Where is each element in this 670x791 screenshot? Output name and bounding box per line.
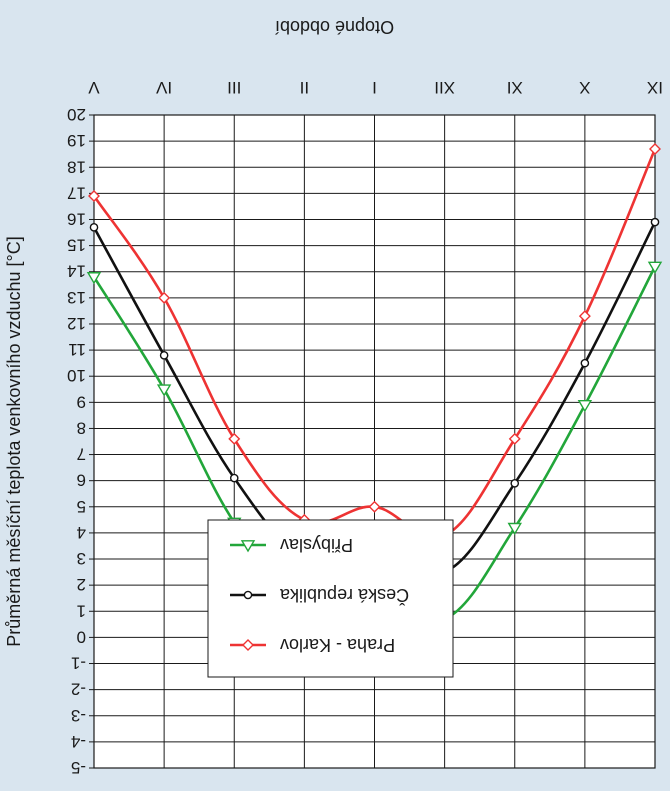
y-tick-label: 13 bbox=[67, 288, 86, 307]
data-point-marker bbox=[647, 261, 663, 274]
plot-border bbox=[93, 114, 656, 769]
y-tick-label: -5 bbox=[71, 758, 86, 777]
legend-item: Česká republika bbox=[230, 585, 409, 606]
legend-label: Přibyslav bbox=[280, 535, 353, 555]
data-point-marker bbox=[240, 540, 256, 553]
y-tick-label: 17 bbox=[67, 183, 86, 202]
x-tick-label: I bbox=[372, 78, 377, 97]
data-point-marker bbox=[86, 272, 102, 285]
y-axis-label: Průměrná měsíční teplota venkovního vzdu… bbox=[4, 236, 24, 646]
y-tick-label: 2 bbox=[77, 575, 86, 594]
data-point-marker bbox=[507, 522, 522, 536]
y-tick-label: 11 bbox=[68, 340, 86, 359]
y-tick-label: 19 bbox=[67, 131, 86, 150]
y-tick-label: 4 bbox=[77, 523, 86, 542]
chart-title: Otopné období bbox=[275, 17, 394, 37]
y-tick-label: -1 bbox=[71, 654, 86, 673]
x-tick-label: XII bbox=[434, 78, 455, 97]
x-tick-label: X bbox=[579, 78, 590, 97]
chart-rotated-group: -5-4-3-2-1012345678910111213141516171819… bbox=[4, 17, 663, 777]
data-point-marker bbox=[156, 384, 172, 397]
data-point-marker bbox=[649, 142, 661, 155]
y-tick-label: 3 bbox=[77, 549, 86, 568]
y-tick-label: 15 bbox=[67, 236, 86, 255]
legend-label: Česká republika bbox=[279, 585, 409, 606]
x-tick-label: II bbox=[300, 78, 309, 97]
y-tick-label: 14 bbox=[67, 262, 86, 281]
data-point-marker bbox=[159, 351, 169, 360]
y-tick-label: 12 bbox=[67, 314, 86, 333]
y-tick-label: 8 bbox=[77, 418, 86, 437]
data-point-marker bbox=[243, 590, 253, 600]
data-point-marker bbox=[510, 478, 520, 488]
x-tick-label: XI bbox=[507, 78, 523, 97]
y-tick-label: 16 bbox=[67, 209, 86, 228]
legend: Praha - Karlov Česká republika Přibyslav bbox=[207, 519, 454, 678]
data-point-marker bbox=[368, 500, 381, 513]
data-point-marker bbox=[508, 432, 521, 445]
data-point-marker bbox=[89, 223, 99, 232]
data-point-marker bbox=[577, 400, 593, 413]
data-point-marker bbox=[242, 639, 254, 651]
x-tick-label: III bbox=[227, 78, 241, 97]
x-tick-label: IX bbox=[647, 78, 663, 97]
y-tick-label: 18 bbox=[67, 157, 86, 176]
x-tick-label: V bbox=[88, 78, 100, 97]
data-point-marker bbox=[578, 310, 591, 323]
data-point-marker bbox=[228, 432, 241, 445]
y-tick-label: 10 bbox=[67, 366, 86, 385]
legend-item: Praha - Karlov bbox=[230, 635, 395, 655]
y-tick-label: -2 bbox=[71, 680, 86, 699]
y-tick-label: 5 bbox=[77, 497, 86, 516]
y-tick-label: 9 bbox=[77, 392, 86, 411]
data-point-marker bbox=[88, 189, 100, 202]
y-tick-label: 1 bbox=[77, 601, 86, 620]
legend-item: Přibyslav bbox=[230, 535, 353, 555]
y-tick-label: -3 bbox=[71, 706, 86, 725]
data-point-marker bbox=[229, 473, 239, 483]
y-tick-label: -4 bbox=[71, 732, 86, 751]
data-point-marker bbox=[158, 291, 171, 304]
y-tick-label: 20 bbox=[67, 105, 86, 124]
data-point-marker bbox=[650, 217, 660, 227]
y-tick-label: 0 bbox=[77, 627, 86, 646]
y-tick-label: 6 bbox=[77, 471, 86, 490]
y-tick-label: 7 bbox=[77, 445, 86, 464]
legend-label: Praha - Karlov bbox=[280, 635, 395, 655]
x-tick-label: IV bbox=[155, 78, 172, 97]
data-point-marker bbox=[580, 358, 590, 368]
